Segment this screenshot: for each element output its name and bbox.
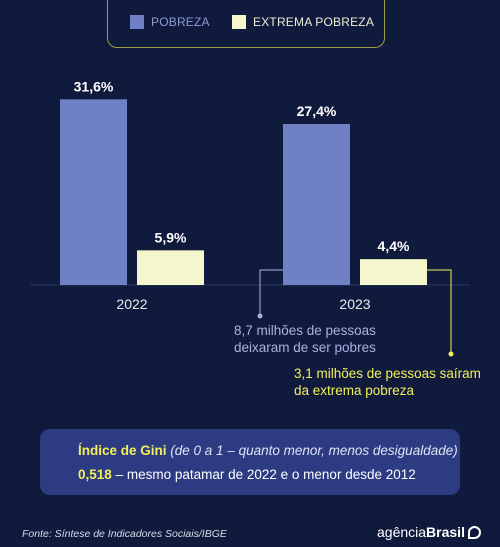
category-label-2023: 2023 [339,296,370,312]
annotation-pobres-line-1: 8,7 milhões de pessoas [234,323,376,338]
source-note: Fonte: Síntese de Indicadores Sociais/IB… [22,528,227,540]
annotation-extrema-line-2: da extrema pobreza [294,383,415,398]
legend-label-extrema-pobreza: EXTREMA POBREZA [253,15,375,29]
bar-pobreza-2022 [60,99,127,285]
logo-prefix: agência [377,524,427,540]
legend-swatch-pobreza [130,15,144,29]
leader-line-pobres [259,269,283,314]
bar-label-extrema-pobreza-2023: 4,4% [378,238,410,254]
legend-item-extrema-pobreza: EXTREMA POBREZA [232,15,374,29]
leader-dot-extrema [448,351,454,357]
bar-pobreza-2023 [283,124,350,286]
gini-title: Índice de Gini [78,443,167,458]
annotation-pobres: 8,7 milhões de pessoas deixaram de ser p… [234,322,376,356]
bar-label-pobreza-2023: 27,4% [297,103,337,119]
legend-swatch-extrema-pobreza [232,15,246,29]
gini-value: 0,518 [78,467,112,482]
annotation-extrema: 3,1 milhões de pessoas saíram da extrema… [294,365,481,399]
gini-value-line: 0,518 – mesmo patamar de 2022 e o menor … [78,467,416,482]
gini-title-line: Índice de Gini (de 0 a 1 – quanto menor,… [78,443,458,458]
bar-extrema-pobreza-2023 [360,259,427,285]
gini-text: – mesmo patamar de 2022 e o menor desde … [115,467,416,482]
legend-item-pobreza: POBREZA [130,15,210,29]
bar-extrema-pobreza-2022 [137,250,204,285]
legend-label-pobreza: POBREZA [151,15,210,29]
gini-box [40,429,460,495]
logo-brand: Brasil [426,524,465,540]
agencia-brasil-logo: agência Brasil [377,524,481,540]
annotation-pobres-line-2: deixaram de ser pobres [234,340,376,355]
bar-label-pobreza-2022: 31,6% [74,78,114,94]
leader-line-extrema [427,269,452,352]
leader-dot-pobres [257,313,263,319]
annotation-extrema-line-1: 3,1 milhões de pessoas saíram [294,366,481,381]
category-label-2022: 2022 [116,296,147,312]
chart-legend: POBREZA EXTREMA POBREZA [107,0,385,48]
agencia-brasil-logo-icon [467,525,481,539]
bar-label-extrema-pobreza-2022: 5,9% [155,229,187,245]
gini-subtitle: (de 0 a 1 – quanto menor, menos desigual… [170,443,458,458]
